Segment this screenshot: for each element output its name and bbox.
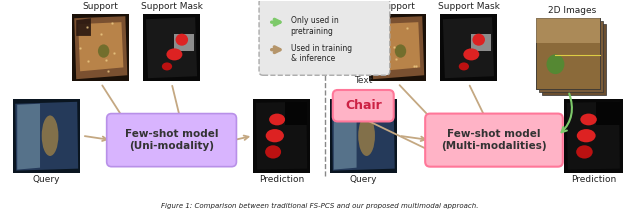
Polygon shape xyxy=(443,17,494,78)
Polygon shape xyxy=(74,16,127,79)
Text: Support Mask: Support Mask xyxy=(438,2,499,11)
FancyBboxPatch shape xyxy=(259,0,390,75)
Text: Support: Support xyxy=(380,2,415,11)
Ellipse shape xyxy=(98,44,109,58)
Polygon shape xyxy=(567,102,620,170)
Text: Figure 1: Comparison between traditional FS-PCS and our proposed multimodal appr: Figure 1: Comparison between traditional… xyxy=(161,203,479,209)
Polygon shape xyxy=(332,102,395,171)
Text: 2D Images: 2D Images xyxy=(548,6,596,15)
Polygon shape xyxy=(146,17,197,78)
Text: Query: Query xyxy=(33,175,60,184)
Polygon shape xyxy=(76,18,91,36)
Polygon shape xyxy=(175,34,195,51)
Bar xyxy=(536,18,600,43)
Ellipse shape xyxy=(42,116,58,156)
Ellipse shape xyxy=(395,44,406,58)
Ellipse shape xyxy=(166,48,182,60)
Polygon shape xyxy=(371,16,424,79)
Polygon shape xyxy=(375,22,420,71)
Text: Text: Text xyxy=(354,76,372,85)
Bar xyxy=(369,14,426,81)
Ellipse shape xyxy=(459,62,469,70)
Bar xyxy=(542,24,606,95)
FancyBboxPatch shape xyxy=(333,90,394,121)
Polygon shape xyxy=(373,18,388,36)
Bar xyxy=(143,14,200,81)
Bar xyxy=(536,18,600,89)
Text: Few-shot model
(Uni-modality): Few-shot model (Uni-modality) xyxy=(125,129,218,151)
Ellipse shape xyxy=(580,114,597,125)
Ellipse shape xyxy=(265,145,281,159)
Bar xyxy=(564,99,623,173)
FancyBboxPatch shape xyxy=(425,114,563,167)
Bar xyxy=(440,14,497,81)
Bar xyxy=(330,99,397,173)
Text: Few-shot model
(Multi-modalities): Few-shot model (Multi-modalities) xyxy=(441,129,547,151)
Ellipse shape xyxy=(162,62,172,70)
Bar xyxy=(540,21,603,92)
Ellipse shape xyxy=(576,145,593,159)
Bar xyxy=(72,14,129,81)
Text: Chair: Chair xyxy=(345,99,381,112)
Text: Only used in
pretraining: Only used in pretraining xyxy=(291,16,339,36)
Polygon shape xyxy=(334,104,356,170)
Ellipse shape xyxy=(577,129,596,142)
Bar xyxy=(536,18,600,89)
Ellipse shape xyxy=(463,48,479,60)
Polygon shape xyxy=(15,102,78,171)
Ellipse shape xyxy=(269,114,285,125)
Polygon shape xyxy=(256,102,307,170)
Polygon shape xyxy=(596,102,620,125)
Bar xyxy=(253,99,310,173)
Ellipse shape xyxy=(472,34,485,46)
Ellipse shape xyxy=(547,54,564,74)
Text: Query: Query xyxy=(349,175,377,184)
Text: Support Mask: Support Mask xyxy=(141,2,202,11)
Text: Prediction: Prediction xyxy=(571,175,616,184)
Ellipse shape xyxy=(266,129,284,142)
Polygon shape xyxy=(285,102,307,125)
FancyBboxPatch shape xyxy=(107,114,236,167)
Polygon shape xyxy=(471,34,492,51)
Bar xyxy=(13,99,80,173)
Text: Used in training
& inference: Used in training & inference xyxy=(291,44,351,63)
Ellipse shape xyxy=(358,116,375,156)
Text: Prediction: Prediction xyxy=(259,175,304,184)
Ellipse shape xyxy=(175,34,188,46)
Polygon shape xyxy=(17,104,40,170)
Text: Support: Support xyxy=(83,2,118,11)
Polygon shape xyxy=(78,22,124,71)
